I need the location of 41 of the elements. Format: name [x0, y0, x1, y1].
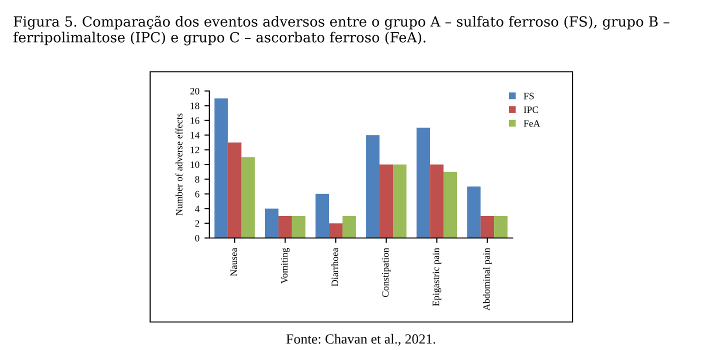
bar — [292, 216, 306, 238]
y-axis-title: Number of adverse effects — [175, 114, 182, 216]
legend-label: FS — [524, 92, 534, 100]
y-tick-label: 10 — [190, 161, 200, 168]
legend-label: IPC — [524, 106, 538, 114]
y-tick-label: 4 — [194, 206, 200, 212]
x-tick-label: Abdominal pain — [482, 248, 492, 311]
bar — [430, 164, 444, 238]
x-tick-label: Constipation — [382, 248, 391, 298]
bar — [467, 186, 481, 238]
y-tick-label: 0 — [195, 234, 200, 242]
bar — [366, 135, 380, 238]
chart-title: Figura 5. Comparação dos eventos adversos entre o grupo A – sulfato ferroso (FS), grupo B – ferripolimaltose (IPC) e grupo C – ascorbato ferroso (FeA). — [13, 16, 670, 46]
source-note: Fonte: Chavan et al., 2021. — [286, 334, 436, 346]
bar — [494, 216, 508, 238]
bar — [342, 216, 356, 238]
x-tick-label: Epigastric pain — [432, 248, 442, 306]
y-tick-label: 20 — [190, 88, 200, 94]
y-tick-label: 2 — [195, 220, 200, 227]
bar — [480, 216, 494, 238]
y-tick-label: 14 — [190, 132, 200, 138]
bar — [278, 216, 292, 238]
y-tick-label: 16 — [190, 117, 200, 124]
y-tick-label: 8 — [195, 176, 200, 183]
x-tick-label: Diarrhoea — [331, 248, 338, 286]
y-tick-label: 12 — [190, 146, 200, 154]
x-tick-label: Vomiting — [281, 248, 290, 284]
bar — [241, 157, 255, 238]
y-tick-label: 6 — [195, 190, 200, 198]
legend-label: FeA — [524, 120, 540, 127]
bar — [228, 142, 242, 238]
bar — [416, 128, 430, 238]
bar — [444, 172, 458, 238]
bar — [214, 98, 228, 238]
x-tick-label: Nausea — [230, 248, 238, 276]
y-tick-label: 18 — [190, 102, 200, 110]
bar — [393, 164, 406, 238]
bar — [316, 194, 329, 238]
bar — [328, 223, 342, 238]
bar — [264, 208, 278, 238]
bar — [380, 164, 394, 238]
